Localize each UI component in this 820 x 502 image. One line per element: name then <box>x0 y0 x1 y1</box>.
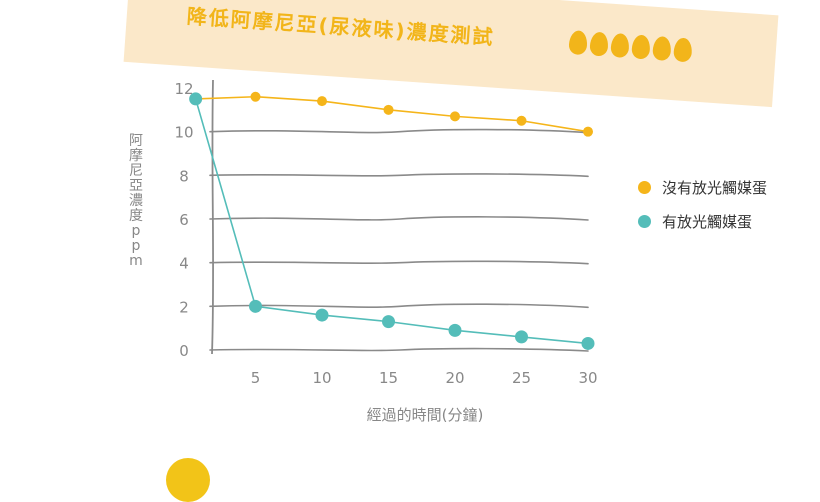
y-tick-label: 10 <box>174 124 193 142</box>
gridline <box>209 128 589 134</box>
legend-swatch <box>638 180 651 194</box>
y-axis-title-char: 尼 <box>129 163 143 179</box>
y-tick-label: 4 <box>179 255 189 273</box>
legend-item: 沒有放光觸媒蛋 <box>638 176 767 198</box>
y-axis-title-char: 濃 <box>129 193 143 209</box>
data-point <box>315 308 329 322</box>
y-axis-title-char: m <box>129 253 143 269</box>
y-tick-label: 6 <box>179 211 189 229</box>
data-point <box>516 115 527 126</box>
data-point <box>189 92 203 106</box>
chart-grid <box>209 128 589 352</box>
data-point <box>450 111 460 122</box>
x-tick-label: 30 <box>578 369 597 387</box>
chart-series <box>189 91 595 350</box>
line-chart: 0 2 4 6 8 10 12 5 10 15 20 25 30 <box>174 79 598 387</box>
y-axis-title-char: p <box>131 223 141 239</box>
y-tick-label: 12 <box>174 80 193 98</box>
y-tick-label: 2 <box>179 298 189 316</box>
data-point <box>250 91 261 102</box>
gridline <box>209 347 589 352</box>
y-axis-title-char: 度 <box>129 208 143 224</box>
data-point <box>583 126 593 137</box>
decorative-circle <box>166 458 210 502</box>
x-axis-title: 經過的時間(分鐘) <box>366 406 484 424</box>
x-tick-label: 25 <box>512 369 531 387</box>
legend-label: 有放光觸媒蛋 <box>662 212 753 231</box>
y-axis-title-char: p <box>131 238 141 254</box>
y-tick-label: 8 <box>179 167 189 185</box>
chart-legend: 沒有放光觸媒蛋 有放光觸媒蛋 <box>638 176 767 244</box>
legend-swatch <box>638 214 651 228</box>
y-tick-label: 0 <box>179 342 189 360</box>
legend-label: 沒有放光觸媒蛋 <box>662 178 768 197</box>
gridline <box>209 173 589 178</box>
data-point <box>382 315 395 329</box>
chart-axes <box>211 79 215 355</box>
y-axis-line <box>211 79 215 355</box>
x-tick-label: 15 <box>379 369 398 387</box>
y-axis-title-char: 摩 <box>129 148 143 164</box>
data-point <box>383 104 394 115</box>
data-point <box>249 299 262 313</box>
data-point <box>515 330 528 344</box>
data-point <box>581 336 595 350</box>
x-tick-label: 5 <box>251 369 261 387</box>
y-axis-title-char: 阿 <box>129 133 143 149</box>
chart-ticks: 0 2 4 6 8 10 12 5 10 15 20 25 30 <box>174 80 597 387</box>
data-point <box>448 323 462 337</box>
series-line <box>195 95 589 133</box>
gridline <box>209 216 589 221</box>
data-point <box>317 96 327 107</box>
gridline <box>209 303 589 309</box>
gridline <box>209 260 589 265</box>
legend-item: 有放光觸媒蛋 <box>638 210 767 232</box>
x-tick-label: 20 <box>445 369 464 387</box>
x-tick-label: 10 <box>312 369 331 387</box>
y-axis-title-char: 亞 <box>129 178 143 194</box>
